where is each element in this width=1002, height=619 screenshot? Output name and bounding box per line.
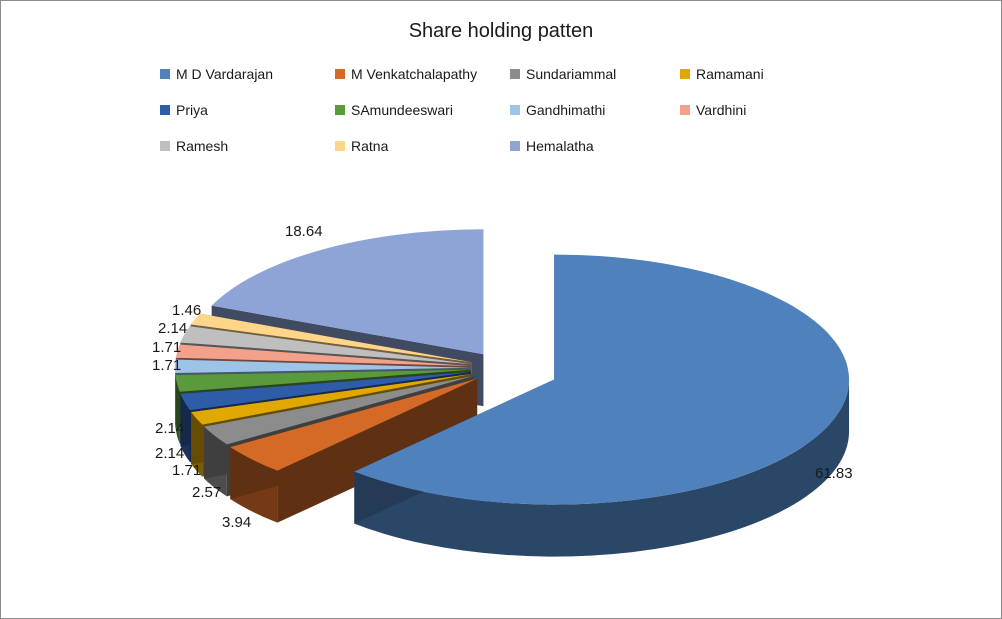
pie-slice [211, 229, 484, 355]
legend-label: Priya [176, 102, 208, 118]
legend-swatch [335, 141, 345, 151]
pie-slice [204, 375, 474, 445]
legend-label: M Venkatchalapathy [351, 66, 478, 82]
slice-tops [175, 229, 850, 505]
legend-swatch [160, 69, 170, 79]
pie-slice [180, 371, 471, 411]
legend-swatch [160, 105, 170, 115]
legend-swatch [510, 141, 520, 151]
legend-label: Ramesh [176, 138, 229, 154]
pie-slice [190, 313, 472, 363]
data-label: 1.46 [172, 302, 201, 319]
legend-item: M D Vardarajan [160, 66, 273, 82]
legend-label: Sundariammal [526, 66, 617, 82]
pie-slice [175, 369, 471, 392]
legend-label: SAmundeeswari [351, 102, 453, 118]
legend-item: M Venkatchalapathy [335, 66, 477, 82]
legend-item: Ratna [335, 138, 388, 154]
legend-swatch [680, 105, 690, 115]
legend-item: Ramamani [680, 66, 764, 82]
legend-swatch [160, 141, 170, 151]
legend-item: Hemalatha [510, 138, 594, 154]
legend-item: SAmundeeswari [335, 102, 453, 118]
chart-title: Share holding patten [408, 20, 594, 42]
data-label: 18.64 [285, 223, 323, 240]
pie-slice [230, 378, 478, 471]
legend-item: Sundariammal [510, 66, 616, 82]
legend-item: Priya [160, 102, 208, 118]
pie-slice [180, 326, 471, 365]
data-label: 2.14 [155, 445, 184, 462]
legend-swatch [510, 69, 520, 79]
legend-label: Ramamani [696, 66, 764, 82]
legend-item: Ramesh [160, 138, 228, 154]
data-label: 61.83 [815, 465, 853, 482]
data-label: 1.71 [172, 462, 201, 479]
data-label: 2.14 [155, 420, 184, 437]
legend-swatch [680, 69, 690, 79]
data-label: 3.94 [222, 514, 251, 531]
data-label: 1.71 [152, 339, 181, 356]
slice-wall [230, 378, 478, 523]
legend-item: Gandhimathi [510, 102, 605, 118]
legend-item: Vardhini [680, 102, 746, 118]
legend-swatch [335, 69, 345, 79]
data-labels: 61.833.942.571.712.142.141.711.712.141.4… [152, 223, 853, 531]
data-label: 1.71 [152, 357, 181, 374]
pie-slice [175, 344, 471, 367]
legend-label: Hemalatha [526, 138, 594, 154]
data-label: 2.57 [192, 484, 221, 501]
data-label: 2.14 [158, 320, 187, 337]
pie-slice [175, 359, 471, 374]
legend-swatch [335, 105, 345, 115]
slice-cut-wall [230, 378, 478, 500]
pie-slice [191, 373, 472, 425]
legend-swatch [510, 105, 520, 115]
legend-label: M D Vardarajan [176, 66, 274, 82]
pie-slice [354, 254, 850, 505]
legend-label: Ratna [351, 138, 389, 154]
legend-label: Vardhini [696, 102, 747, 118]
legend-label: Gandhimathi [526, 102, 606, 118]
slice-outer-wall [354, 379, 850, 557]
